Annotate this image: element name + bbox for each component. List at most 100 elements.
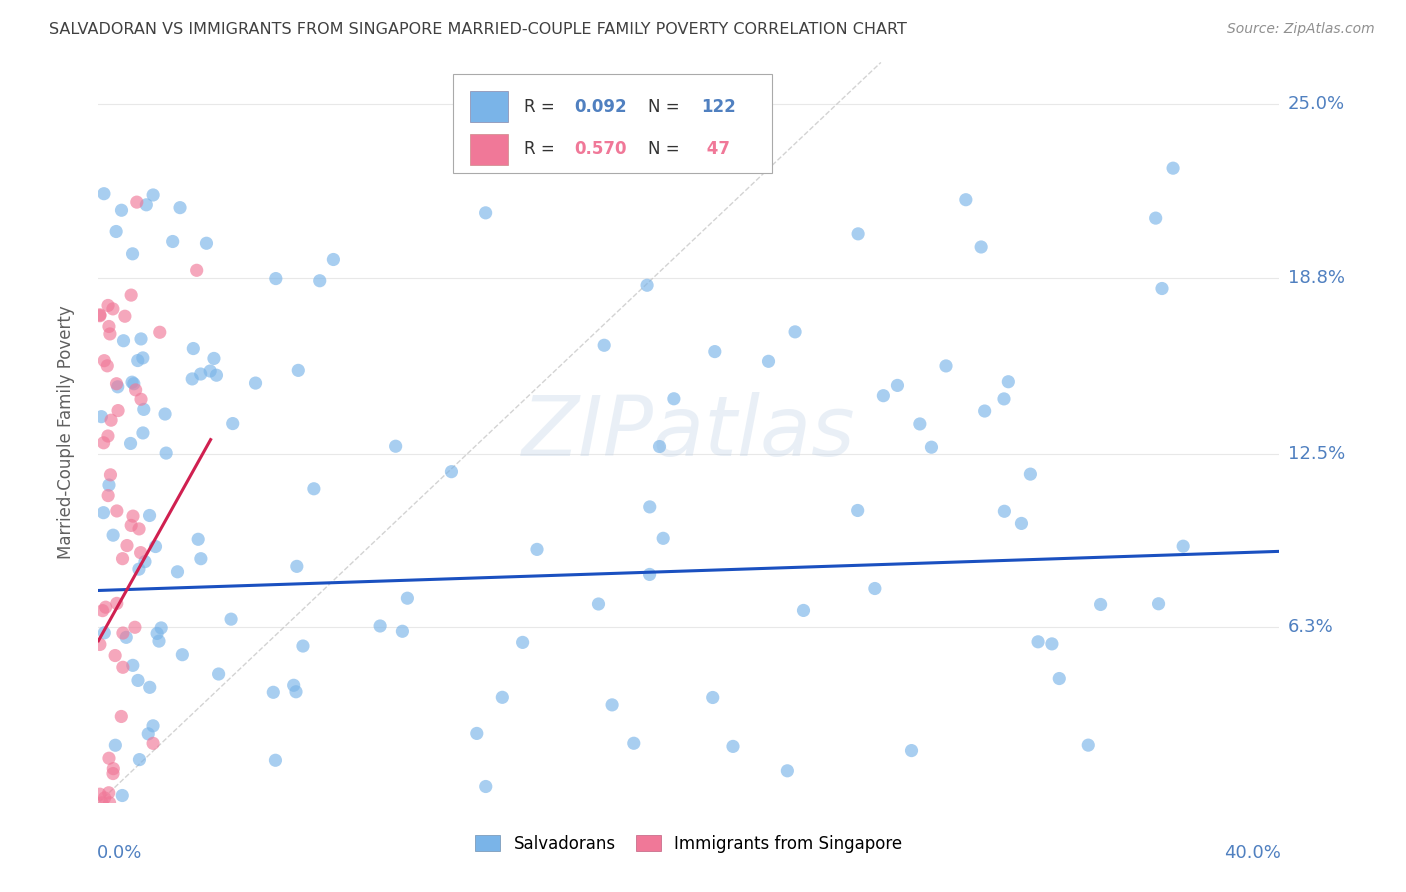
- Point: [593, 338, 616, 352]
- Text: 0.0%: 0.0%: [97, 844, 142, 862]
- Point: [93, 625, 115, 640]
- Point: [512, 635, 534, 649]
- Point: [101, 766, 124, 780]
- Point: [111, 660, 134, 674]
- Point: [638, 500, 661, 514]
- Point: [205, 368, 228, 383]
- Point: [105, 504, 128, 518]
- Point: [1147, 597, 1170, 611]
- Point: [89, 638, 111, 652]
- Point: [1144, 211, 1167, 226]
- Point: [97, 786, 120, 800]
- Point: [920, 440, 942, 454]
- Point: [127, 673, 149, 688]
- Point: [285, 685, 308, 699]
- Point: [128, 753, 150, 767]
- Point: [93, 353, 115, 368]
- Point: [111, 626, 134, 640]
- Point: [105, 225, 128, 239]
- Point: [125, 195, 148, 210]
- Point: [91, 796, 114, 810]
- Point: [187, 533, 209, 547]
- Point: [783, 325, 806, 339]
- Point: [132, 351, 155, 365]
- Legend: Salvadorans, Immigrants from Singapore: Salvadorans, Immigrants from Singapore: [467, 826, 911, 861]
- Text: 40.0%: 40.0%: [1223, 844, 1281, 862]
- Point: [115, 539, 138, 553]
- Point: [98, 478, 121, 492]
- Text: 0.570: 0.570: [575, 140, 627, 159]
- Point: [440, 465, 463, 479]
- Point: [139, 681, 162, 695]
- Point: [283, 678, 305, 692]
- Point: [1077, 738, 1099, 752]
- Point: [149, 325, 172, 339]
- Point: [396, 591, 419, 606]
- Point: [202, 351, 225, 366]
- Point: [1019, 467, 1042, 482]
- Point: [1047, 672, 1070, 686]
- Point: [103, 762, 125, 776]
- Point: [111, 789, 134, 803]
- Point: [302, 482, 325, 496]
- Point: [636, 278, 658, 293]
- Point: [1010, 516, 1032, 531]
- Point: [134, 555, 156, 569]
- Point: [703, 344, 725, 359]
- Point: [114, 310, 136, 324]
- Point: [186, 263, 208, 277]
- Point: [93, 790, 115, 805]
- Point: [652, 532, 675, 546]
- Point: [721, 739, 744, 754]
- Point: [1161, 161, 1184, 176]
- Point: [181, 372, 204, 386]
- Point: [98, 326, 121, 341]
- Point: [198, 364, 221, 378]
- Point: [124, 620, 146, 634]
- Point: [100, 413, 122, 427]
- Point: [97, 489, 120, 503]
- Point: [491, 690, 513, 705]
- Point: [111, 551, 134, 566]
- Point: [997, 375, 1019, 389]
- Point: [886, 378, 908, 392]
- Point: [153, 407, 176, 421]
- Point: [115, 631, 138, 645]
- Point: [384, 439, 406, 453]
- Point: [291, 639, 314, 653]
- Point: [112, 334, 135, 348]
- Point: [1090, 598, 1112, 612]
- Point: [107, 403, 129, 417]
- Point: [120, 518, 142, 533]
- Point: [262, 685, 284, 699]
- Point: [287, 363, 309, 377]
- Point: [89, 787, 111, 801]
- Text: 12.5%: 12.5%: [1288, 444, 1346, 463]
- Point: [96, 359, 118, 373]
- Text: 47: 47: [700, 140, 730, 159]
- Point: [190, 551, 212, 566]
- Point: [1026, 635, 1049, 649]
- Point: [908, 417, 931, 431]
- Point: [588, 597, 610, 611]
- Point: [121, 658, 143, 673]
- Point: [172, 648, 194, 662]
- Point: [110, 203, 132, 218]
- Point: [702, 690, 724, 705]
- Text: R =: R =: [523, 140, 560, 159]
- Point: [97, 298, 120, 312]
- Point: [138, 508, 160, 523]
- Point: [776, 764, 799, 778]
- Point: [101, 301, 124, 316]
- Point: [89, 308, 111, 322]
- Point: [623, 736, 645, 750]
- Point: [107, 380, 129, 394]
- Point: [155, 446, 177, 460]
- Point: [129, 332, 152, 346]
- Point: [100, 467, 122, 482]
- Point: [97, 319, 120, 334]
- Point: [863, 582, 886, 596]
- Point: [91, 604, 114, 618]
- Point: [1173, 539, 1195, 553]
- Point: [93, 186, 115, 201]
